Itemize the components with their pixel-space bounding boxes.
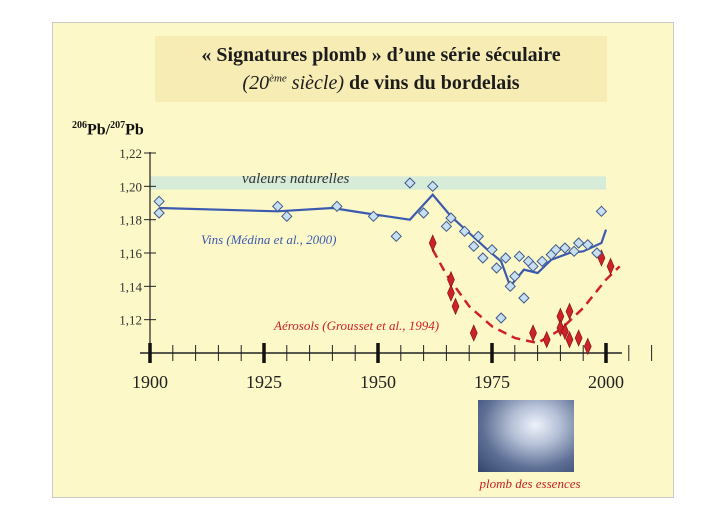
title-century-open: (20 — [242, 72, 270, 94]
aerosol-point — [529, 324, 537, 342]
x-tick-label: 1900 — [132, 372, 168, 392]
wine-point — [486, 243, 498, 256]
wine-point — [404, 177, 416, 189]
wine-point — [550, 243, 562, 256]
photo-caption: plomb des essences — [479, 476, 581, 491]
aerosol-point — [583, 337, 592, 356]
aerosol-point — [606, 257, 615, 276]
x-tick-label: 1925 — [246, 372, 282, 392]
aerosol-point — [561, 322, 569, 341]
y-label-mass2: 207 — [110, 120, 126, 131]
wine-point — [495, 312, 507, 324]
title-century-sup: ème — [269, 72, 287, 85]
x-tick-label: 2000 — [588, 372, 624, 392]
y-tick-label: 1,14 — [119, 279, 142, 294]
aerosol-point — [469, 324, 478, 342]
y-label-element2: Pb — [125, 121, 144, 139]
wine-point — [499, 252, 512, 264]
axes: 1,12 1,14 1,16 1,18 1,20 1,22 1900 1925 1950 1975… — [119, 146, 653, 392]
aerosol-point — [428, 234, 437, 252]
aerosol-fit-curve — [431, 249, 621, 345]
wine-series-label: Vins (Médina et al., 2000) — [201, 232, 337, 247]
title-century-rest: siècle) — [286, 72, 344, 94]
aerosol-series-label: Aérosols (Grousset et al., 1994) — [273, 318, 439, 333]
wine-point — [509, 270, 521, 283]
wine-point — [458, 225, 471, 238]
aerosol-point — [565, 302, 574, 321]
aerosol-point — [447, 284, 455, 302]
chart-title-line2: (20ème siècle) de vins du bordelais — [155, 72, 607, 95]
wine-point — [591, 247, 603, 259]
y-tick-label: 1,20 — [119, 179, 142, 194]
x-tick-label: 1975 — [474, 372, 510, 392]
y-axis-label: 206Pb/207Pb — [72, 120, 144, 139]
aerosol-point — [451, 297, 460, 316]
wine-point — [572, 237, 585, 249]
wine-point — [559, 242, 571, 254]
wine-point — [527, 260, 539, 273]
title-box: « Signatures plomb » d’une série séculai… — [155, 36, 607, 102]
wine-point — [367, 210, 380, 223]
natural-values-band — [150, 176, 606, 190]
wine-point — [427, 180, 439, 193]
exhaust-pipe-photo — [478, 400, 574, 472]
wine-point — [468, 240, 480, 253]
y-tick-label: 1,22 — [119, 146, 142, 161]
wine-point — [445, 212, 457, 224]
natural-values-label: valeurs naturelles — [242, 171, 350, 187]
y-label-mass1: 206 — [72, 120, 87, 131]
title-line2-rest: de vins du bordelais — [343, 72, 520, 94]
aerosol-point — [542, 330, 551, 349]
y-tick-label: 1,12 — [119, 313, 142, 328]
wine-point — [331, 200, 343, 213]
y-tick-label: 1,18 — [119, 213, 142, 228]
wine-point — [472, 230, 485, 243]
aerosol-series — [428, 234, 621, 356]
y-tick-label: 1,16 — [119, 246, 142, 261]
wine-point — [390, 230, 402, 243]
x-tick-label: 1950 — [360, 372, 396, 392]
aerosol-point — [574, 329, 583, 347]
wine-point — [281, 210, 293, 223]
wine-point — [536, 255, 548, 268]
wine-point — [440, 220, 453, 233]
wine-point — [153, 195, 165, 208]
wine-point — [477, 252, 489, 264]
wine-point — [513, 250, 526, 263]
wine-point — [271, 200, 284, 213]
chart-title-line1: « Signatures plomb » d’une série séculai… — [201, 44, 561, 66]
aerosol-point — [565, 330, 574, 349]
wine-series — [153, 177, 608, 324]
y-label-element1: Pb/ — [87, 121, 111, 139]
wine-point — [568, 245, 580, 258]
wine-point — [595, 205, 608, 218]
wine-point — [153, 207, 165, 219]
wine-point — [417, 207, 430, 219]
wine-point — [582, 238, 594, 251]
wine-point — [490, 262, 503, 274]
wine-point — [518, 292, 530, 304]
wine-point — [504, 280, 516, 293]
